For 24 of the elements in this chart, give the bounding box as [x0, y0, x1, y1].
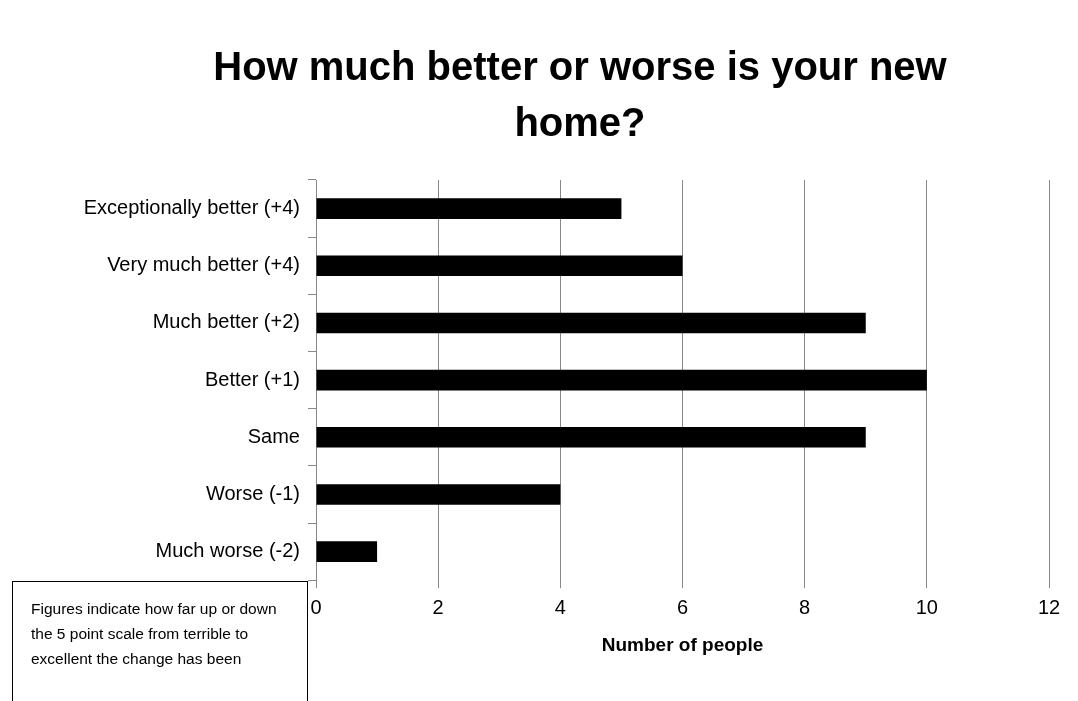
bar: [316, 312, 866, 334]
x-tick-label: 8: [799, 595, 811, 618]
x-tick-label: 6: [676, 595, 689, 618]
x-tick-label: 4: [554, 595, 566, 618]
x-tick-label: 12: [1037, 595, 1061, 618]
x-tick-label: 0: [310, 595, 322, 618]
y-tick-label: Same: [247, 424, 300, 447]
bar: [316, 541, 378, 562]
y-tick-label: Exceptionally better (+4): [83, 196, 300, 219]
y-tick-label: Worse (-1): [205, 481, 300, 504]
bar: [316, 426, 866, 448]
y-tick-label: Better (+1): [204, 367, 300, 390]
y-tick-label: Much worse (-2): [155, 539, 300, 562]
y-tick-label: Much better (+2): [152, 310, 300, 333]
text: Figures indicate how far up or down the 5 point scale from terrible to excellent the change has been: [12, 581, 308, 701]
bar: [316, 255, 683, 277]
x-tick-label: 10: [915, 595, 938, 618]
y-tick-label: Very much better (+4): [107, 253, 300, 276]
x-tick-label: 2: [432, 595, 444, 618]
x-axis-title: Number of people: [601, 633, 764, 655]
bar: [316, 198, 622, 219]
chart-title: How much better or worse is your new home?: [212, 43, 948, 146]
bar: [316, 484, 561, 505]
bar: [316, 369, 927, 391]
